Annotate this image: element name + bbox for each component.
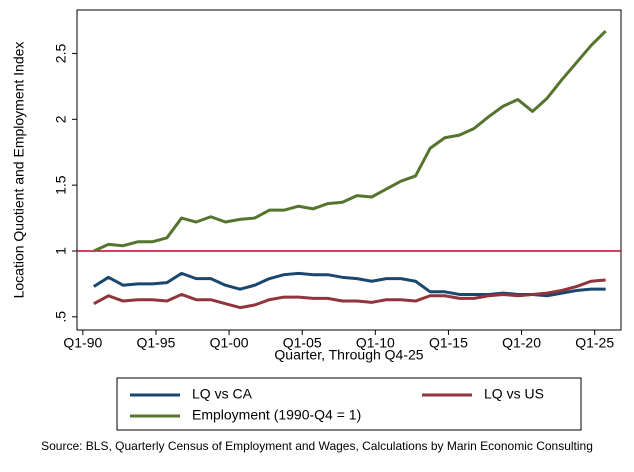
legend-box xyxy=(116,377,582,431)
legend-label: Employment (1990-Q4 = 1) xyxy=(192,407,361,423)
y-tick-label: 2.5 xyxy=(53,44,69,64)
y-tick-label: 1.5 xyxy=(53,175,69,195)
x-tick-label: Q1-10 xyxy=(356,335,395,351)
y-tick-label: 2 xyxy=(53,115,69,123)
y-tick-label: .5 xyxy=(53,311,69,323)
x-tick-label: Q1-15 xyxy=(429,335,468,351)
x-tick-label: Q1-05 xyxy=(283,335,322,351)
x-tick-label: Q1-20 xyxy=(502,335,541,351)
legend-label: LQ vs CA xyxy=(192,386,253,402)
source-note: Source: BLS, Quarterly Census of Employm… xyxy=(41,439,593,453)
x-tick-label: Q1-00 xyxy=(210,335,249,351)
x-axis-title: Quarter, Through Q4-25 xyxy=(274,347,423,363)
x-tick-label: Q1-25 xyxy=(575,335,614,351)
series-line xyxy=(93,271,606,298)
legend-label: LQ vs US xyxy=(484,386,544,402)
x-tick-label: Q1-90 xyxy=(63,335,102,351)
x-tick-label: Q1-95 xyxy=(137,335,176,351)
series-line xyxy=(93,278,606,310)
plot-frame xyxy=(76,9,622,331)
y-axis-title: Location Quotient and Employment Index xyxy=(11,42,27,299)
y-tick-label: 1 xyxy=(53,247,69,255)
series-line xyxy=(93,30,607,253)
